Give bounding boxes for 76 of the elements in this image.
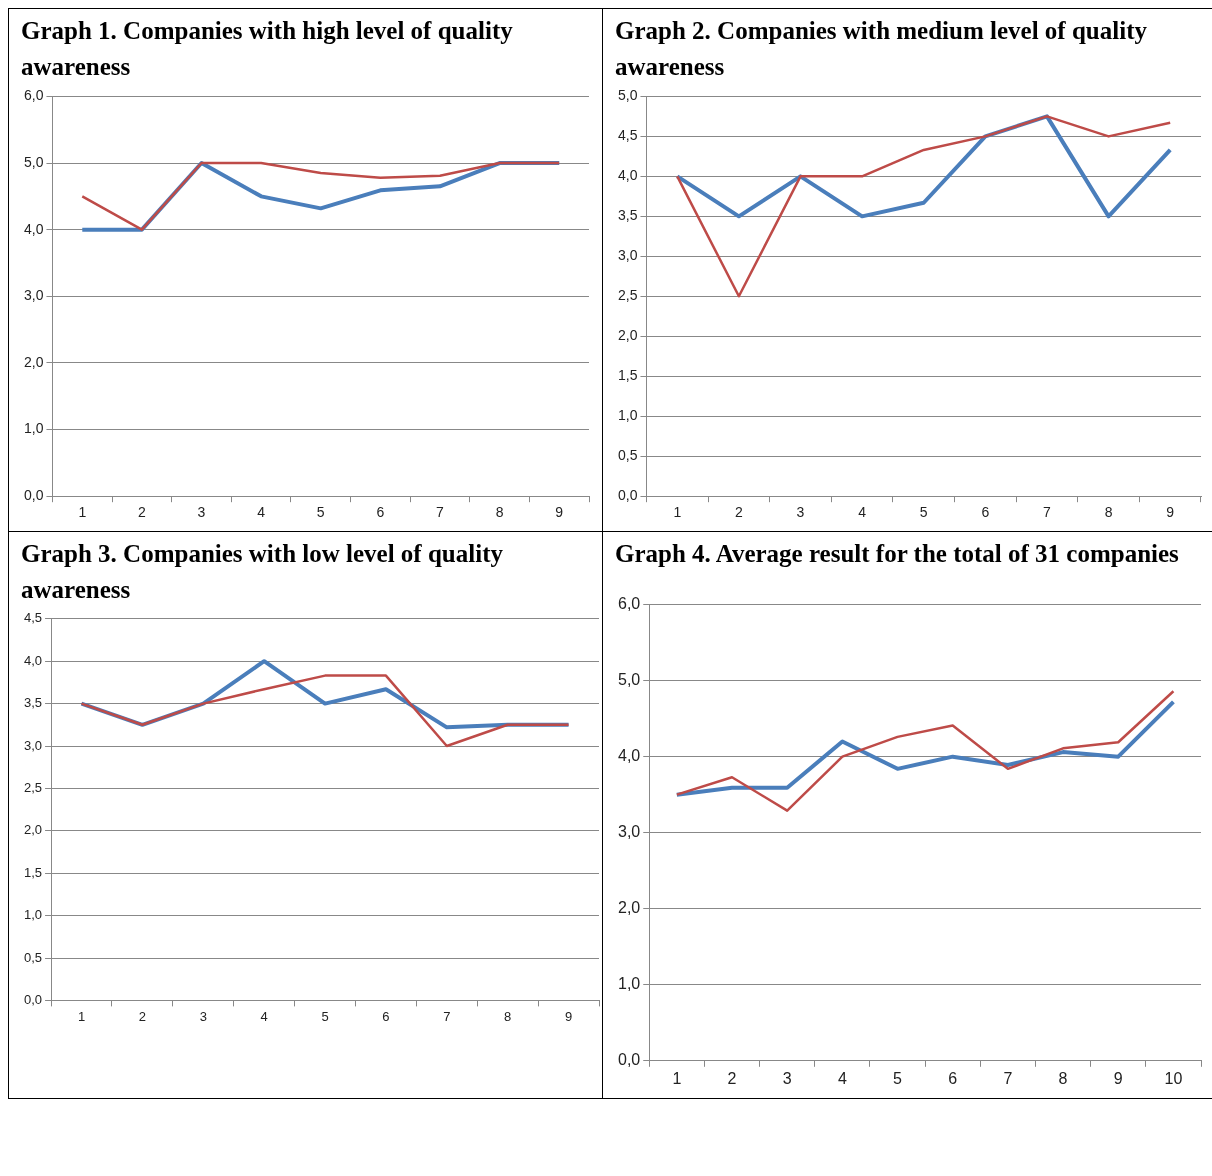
y-tick-label: 1,5 <box>23 864 43 880</box>
x-tick-label: 5 <box>316 504 325 521</box>
y-tick-label: 0,0 <box>617 487 638 504</box>
x-tick-label: 2 <box>137 504 146 521</box>
x-tick-label: 3 <box>796 504 805 521</box>
chart-title: Graph 3. Companies with low level of quality awareness <box>21 539 504 605</box>
x-tick-label: 9 <box>555 504 564 521</box>
y-tick-label: 0,0 <box>617 1051 641 1069</box>
x-tick-label: 6 <box>382 1008 390 1024</box>
y-tick-label: 5,0 <box>617 87 638 104</box>
x-tick-label: 9 <box>564 1008 573 1024</box>
chart-title: Graph 1. Companies with high level of quality awareness <box>21 16 514 82</box>
y-tick-label: 3,0 <box>23 287 44 304</box>
x-tick-label: 7 <box>436 504 445 521</box>
y-tick-label: 2,0 <box>23 822 43 838</box>
y-tick-label: 4,5 <box>23 610 43 626</box>
x-tick-label: 3 <box>782 1069 792 1087</box>
x-tick-label: 1 <box>672 1069 682 1087</box>
x-tick-label: 7 <box>443 1008 451 1024</box>
x-tick-label: 7 <box>1043 504 1052 521</box>
y-tick-label: 1,0 <box>23 420 44 437</box>
y-tick-label: 2,5 <box>23 779 43 795</box>
x-tick-label: 3 <box>199 1008 207 1024</box>
x-tick-label: 8 <box>1104 504 1113 521</box>
x-tick-label: 1 <box>78 504 87 521</box>
x-tick-label: 3 <box>197 504 206 521</box>
y-tick-label: 2,0 <box>617 327 638 344</box>
x-tick-label: 9 <box>1113 1069 1123 1087</box>
y-tick-label: 3,0 <box>23 737 43 753</box>
x-tick-label: 4 <box>837 1069 847 1087</box>
y-tick-label: 0,5 <box>617 447 638 464</box>
y-tick-label: 2,5 <box>617 287 638 304</box>
y-tick-label: 2,0 <box>617 899 641 917</box>
x-tick-label: 8 <box>495 504 504 521</box>
y-tick-label: 0,0 <box>23 487 44 504</box>
y-tick-label: 1,5 <box>617 367 638 384</box>
x-tick-label: 6 <box>376 504 385 521</box>
x-tick-label: 4 <box>260 1008 268 1024</box>
chart-title: Graph 2. Companies with medium level of quality awareness <box>615 16 1148 82</box>
y-tick-label: 1,0 <box>617 975 641 993</box>
y-tick-label: 5,0 <box>617 671 641 689</box>
x-tick-label: 5 <box>321 1008 329 1024</box>
x-tick-label: 8 <box>504 1008 512 1024</box>
y-tick-label: 6,0 <box>23 87 44 104</box>
y-tick-label: 1,0 <box>23 907 43 923</box>
y-tick-label: 3,5 <box>23 695 43 711</box>
x-tick-label: 2 <box>734 504 743 521</box>
x-tick-label: 5 <box>919 504 928 521</box>
y-tick-label: 6,0 <box>617 595 641 613</box>
y-tick-label: 4,0 <box>617 167 638 184</box>
x-tick-label: 6 <box>981 504 990 521</box>
x-tick-label: 4 <box>257 504 266 521</box>
y-tick-label: 4,0 <box>23 652 43 668</box>
y-tick-label: 0,0 <box>23 991 43 1007</box>
y-tick-label: 5,0 <box>23 153 44 170</box>
y-tick-label: 1,0 <box>617 407 638 424</box>
x-tick-label: 10 <box>1164 1069 1183 1087</box>
x-tick-label: 6 <box>948 1069 958 1087</box>
y-tick-label: 4,5 <box>617 127 638 144</box>
x-tick-label: 1 <box>77 1008 86 1024</box>
y-tick-label: 3,5 <box>617 207 638 224</box>
x-tick-label: 2 <box>727 1069 737 1087</box>
x-tick-label: 8 <box>1058 1069 1068 1087</box>
x-tick-label: 7 <box>1003 1069 1013 1087</box>
x-tick-label: 5 <box>893 1069 903 1087</box>
chart-title: Graph 4. Average result for the total of 31 companies <box>615 539 1180 569</box>
y-tick-label: 2,0 <box>23 353 44 370</box>
x-tick-label: 1 <box>673 504 682 521</box>
y-tick-label: 0,5 <box>23 949 43 965</box>
y-tick-label: 4,0 <box>23 220 44 237</box>
x-tick-label: 9 <box>1166 504 1175 521</box>
x-tick-label: 4 <box>858 504 867 521</box>
y-tick-label: 3,0 <box>617 247 638 264</box>
x-tick-label: 2 <box>138 1008 147 1024</box>
y-tick-label: 4,0 <box>617 747 641 765</box>
y-tick-label: 3,0 <box>617 823 641 841</box>
